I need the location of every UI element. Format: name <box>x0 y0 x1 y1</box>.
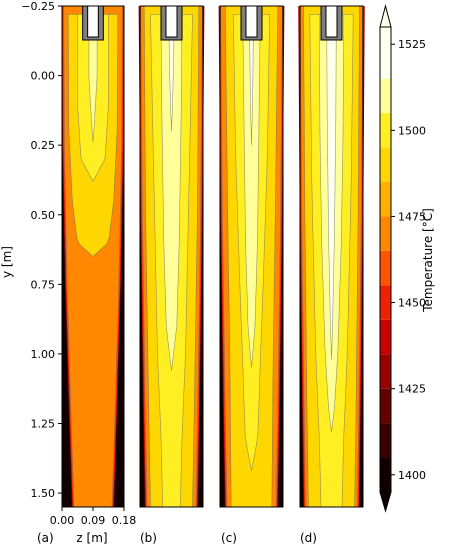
colorbar-segment <box>380 216 391 251</box>
x-axis: z [m] 0.00 0.09 0.18 <box>50 507 137 545</box>
colorbar-segment <box>380 457 391 492</box>
heatmap-panel <box>61 5 125 508</box>
nozzle-inner <box>87 5 99 38</box>
colorbar-segment <box>380 423 391 458</box>
y-tick-label: 1.25 <box>31 418 56 431</box>
x-tick-label: 0.09 <box>81 514 106 527</box>
y-tick-label: 0.50 <box>31 209 56 222</box>
panel-frame <box>139 5 204 508</box>
colorbar-tick-label: 1475 <box>398 210 426 223</box>
temperature-region <box>88 14 98 143</box>
colorbar-segment <box>380 147 391 182</box>
nozzle-inner <box>325 5 338 38</box>
colorbar-segment <box>380 319 391 355</box>
colorbar-frame <box>379 26 392 493</box>
panel-label-c: (c) <box>221 531 237 545</box>
colorbar-segment <box>380 78 391 114</box>
colorbar-segment <box>380 354 391 389</box>
colorbar-segment <box>380 285 391 320</box>
temperature-region <box>326 14 337 360</box>
panel-frame <box>299 5 364 508</box>
panel-label-b: (b) <box>140 531 157 545</box>
y-axis: y [m] −0.25 0.00 0.25 0.50 0.75 1.00 1.25 1.50 <box>0 0 62 500</box>
colorbar-segment <box>380 27 391 79</box>
colorbar-extend-min <box>379 491 392 513</box>
colorbar: 1400 1425 1450 1475 1500 1525 <box>379 4 426 513</box>
colorbar-label: Temperature [°C] <box>421 208 435 313</box>
colorbar-tick-label: 1425 <box>398 383 426 396</box>
y-tick-label: −0.25 <box>21 0 55 13</box>
y-tick-label: 1.00 <box>31 348 56 361</box>
nozzle-inner <box>245 5 258 38</box>
colorbar-segment <box>380 388 391 424</box>
y-tick-label: 0.25 <box>31 139 56 152</box>
y-tick-label: 0.00 <box>31 70 56 83</box>
y-axis-label: y [m] <box>0 246 14 278</box>
temperature-region <box>249 14 254 146</box>
panel-frame <box>219 5 284 508</box>
temperature-region <box>242 14 261 368</box>
panel-label-a: (a) <box>37 531 54 545</box>
heatmap-panel <box>298 5 365 508</box>
x-tick-label: 0.18 <box>112 514 137 527</box>
colorbar-tick-label: 1525 <box>398 38 426 51</box>
colorbar-segment <box>380 113 391 148</box>
colorbar-extend-max <box>379 4 392 28</box>
colorbar-tick-label: 1450 <box>398 297 426 310</box>
temperature-region <box>168 14 175 132</box>
heatmap-panel <box>218 5 285 508</box>
colorbar-tick-label: 1400 <box>398 469 426 482</box>
heatmap-panel <box>138 5 205 508</box>
panels-group <box>61 5 365 508</box>
x-axis-label: z [m] <box>76 531 107 545</box>
y-tick-label: 1.50 <box>31 487 56 500</box>
y-tick-label: 0.75 <box>31 278 56 291</box>
colorbar-segment <box>380 250 391 286</box>
colorbar-tick-label: 1500 <box>398 124 426 137</box>
colorbar-segment <box>380 182 391 217</box>
panel-label-d: (d) <box>300 531 317 545</box>
panel-labels: (a) (b) (c) (d) <box>37 531 317 545</box>
x-tick-label: 0.00 <box>50 514 75 527</box>
nozzle-inner <box>165 5 178 38</box>
temperature-region <box>160 14 183 371</box>
